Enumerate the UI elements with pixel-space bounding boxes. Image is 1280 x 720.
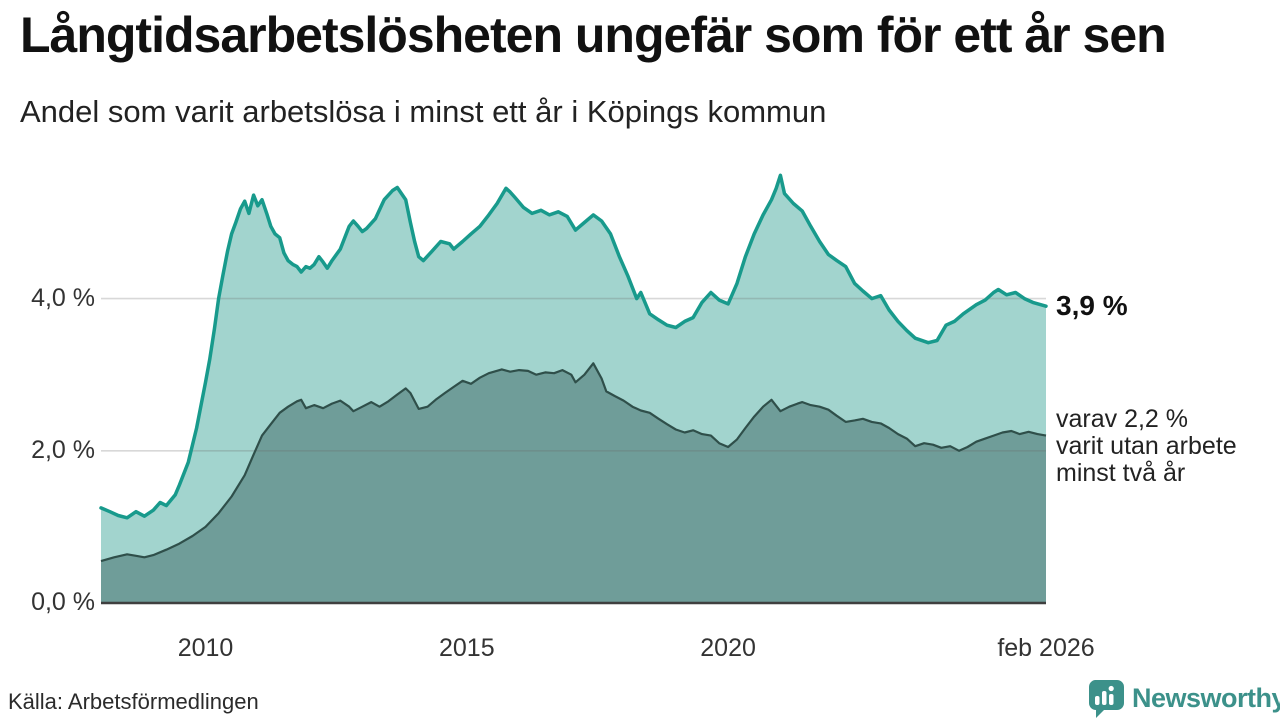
- line-two-year: [100, 362, 1047, 563]
- newsworthy-wordmark: Newsworthy: [1132, 682, 1280, 713]
- area-fills: [101, 175, 1046, 604]
- area-fill-two-year: [101, 363, 1046, 603]
- page-subtitle: Andel som varit arbetslösa i minst ett å…: [20, 94, 827, 129]
- y-tick-label-0: 0,0 %: [31, 588, 95, 616]
- source-credit: Källa: Arbetsförmedlingen: [8, 689, 259, 714]
- gridlines: [101, 297, 1046, 452]
- newsworthy-bubble-chart-icon: [1088, 680, 1124, 718]
- y-tick-label-2: 2,0 %: [31, 435, 95, 464]
- secondary-series-annotation: varav 2,2 % varit utan arbete minst två …: [1056, 406, 1237, 487]
- bar-tall: [1102, 691, 1107, 705]
- page-title: Långtidsarbetslösheten ungefär som för e…: [20, 7, 1167, 63]
- bar-small: [1095, 696, 1100, 705]
- series-lines: [99, 173, 1048, 563]
- secondary-annotation-line-1: varav 2,2 %: [1056, 405, 1189, 433]
- x-tick-label: 2010: [177, 634, 234, 662]
- secondary-annotation-line-2: varit utan arbete: [1056, 432, 1237, 460]
- exclamation-dot: [1108, 685, 1114, 692]
- total-series-end-value-label: 3,9 %: [1056, 290, 1128, 321]
- newsworthy-logo: Newsworthy: [1086, 678, 1280, 718]
- y-tick-label-4: 4,0 %: [31, 283, 95, 312]
- x-tick-label: 2015: [439, 634, 495, 662]
- bar-medium: [1109, 694, 1114, 705]
- x-tick-label: feb 2026: [997, 634, 1095, 662]
- x-tick-label: 2020: [700, 634, 756, 662]
- line-total: [99, 173, 1048, 520]
- secondary-annotation-line-3: minst två år: [1056, 459, 1186, 487]
